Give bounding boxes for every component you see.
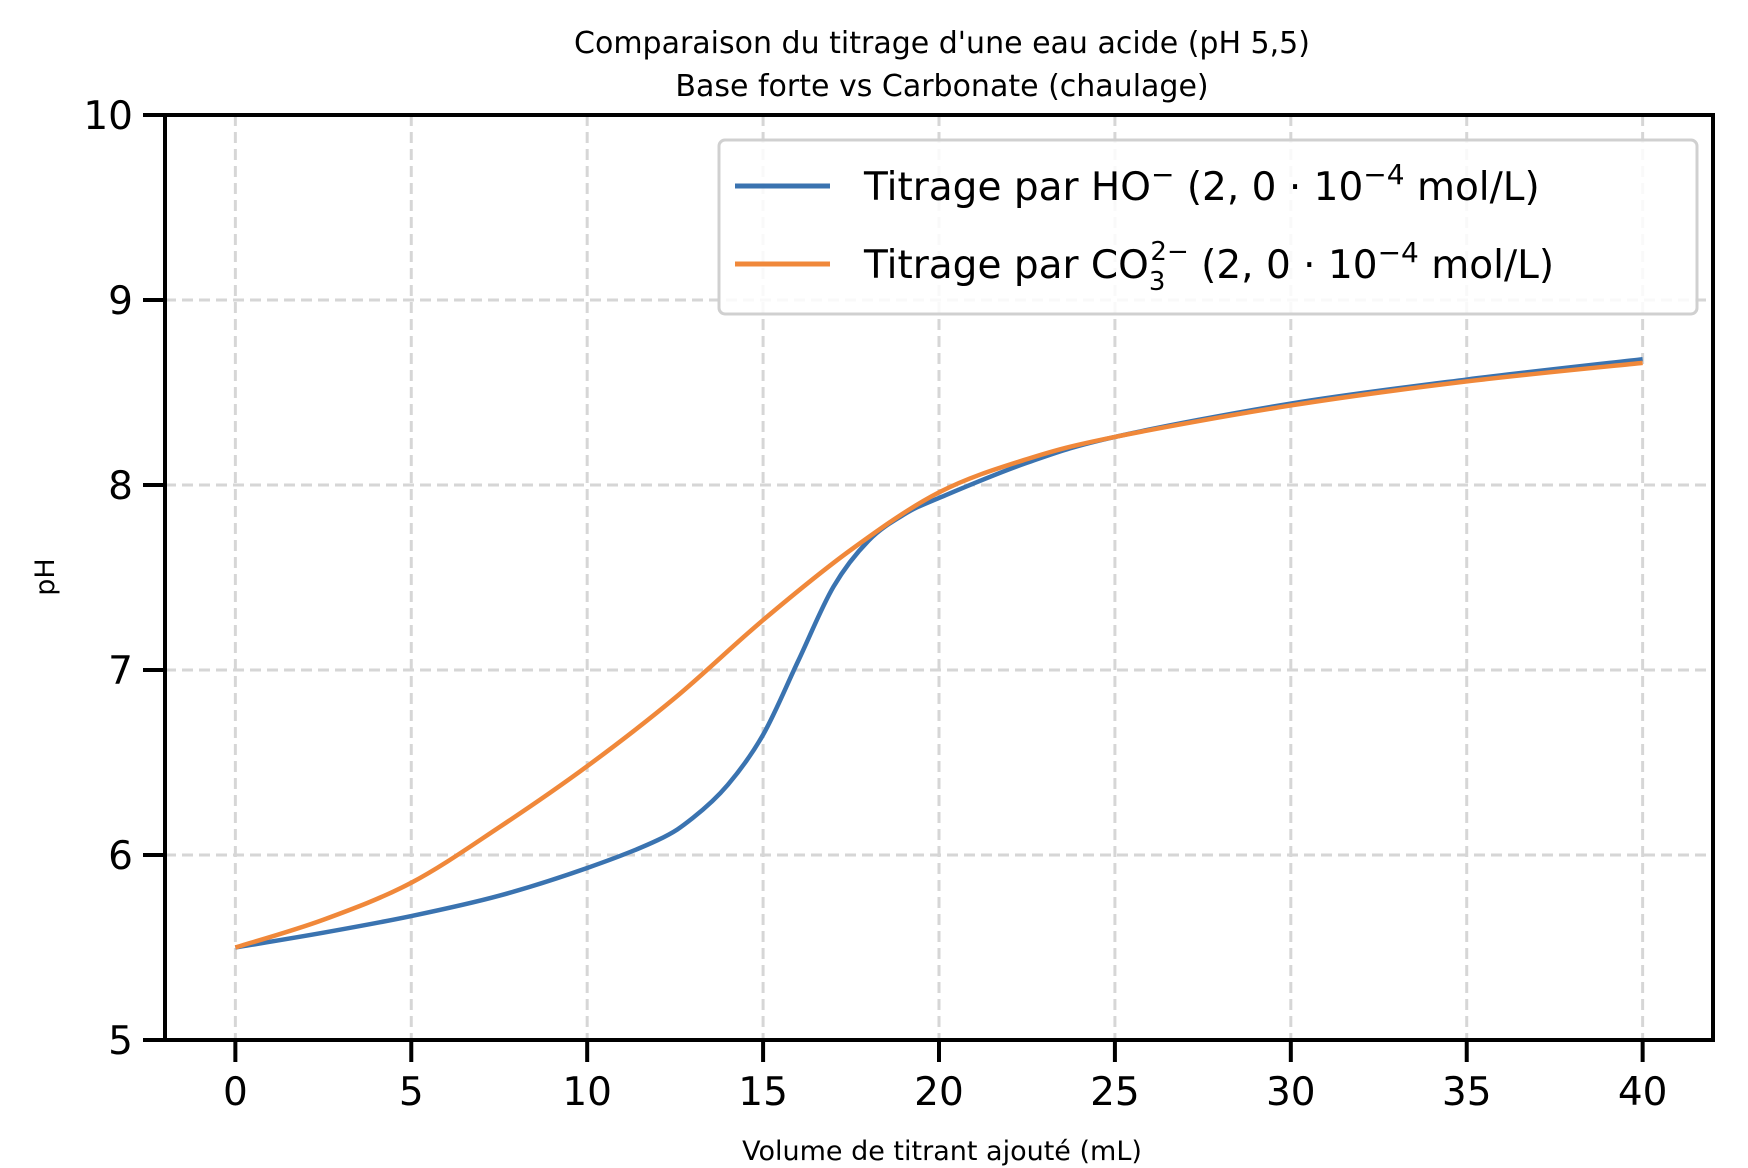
- y-tick-label: 6: [108, 834, 133, 879]
- x-tick-label: 35: [1442, 1070, 1492, 1115]
- x-tick-label: 20: [914, 1070, 964, 1115]
- x-tick-label: 0: [223, 1070, 248, 1115]
- y-tick-label: 10: [83, 94, 133, 139]
- y-axis-label: pH: [30, 558, 61, 595]
- chart-title: Comparaison du titrage d'une eau acide (…: [574, 26, 1310, 61]
- x-tick-label: 15: [738, 1070, 788, 1115]
- legend-box: [717, 138, 1699, 316]
- axes-frame: [163, 113, 1715, 1042]
- y-tick-label: 9: [108, 279, 133, 324]
- x-tick-label: 25: [1090, 1070, 1140, 1115]
- series-lines: [234, 356, 1643, 950]
- x-tick-label: 5: [399, 1070, 424, 1115]
- y-tick-label: 7: [108, 649, 133, 694]
- legend: Titrage par HO− (2, 0 · 10−4 mol/L) Titra…: [717, 138, 1699, 316]
- x-tick-label: 10: [562, 1070, 612, 1115]
- legend-label: Titrage par CO32− (2, 0 · 10−4 mol/L): [863, 236, 1554, 297]
- chart-subtitle: Base forte vs Carbonate (chaulage): [675, 69, 1208, 104]
- x-tick-label: 30: [1266, 1070, 1316, 1115]
- x-tick-label: 40: [1618, 1070, 1668, 1115]
- y-tick-label: 5: [108, 1019, 133, 1064]
- y-tick-label: 8: [108, 464, 133, 509]
- axis-ticks: 0 5 10 15 20 25 30 35 40 5 6 7 8 9 10: [83, 94, 1667, 1115]
- series-line-carbonate: [234, 360, 1643, 950]
- legend-label: Titrage par HO− (2, 0 · 10−4 mol/L): [863, 158, 1540, 210]
- x-axis-label: Volume de titrant ajouté (mL): [742, 1136, 1142, 1167]
